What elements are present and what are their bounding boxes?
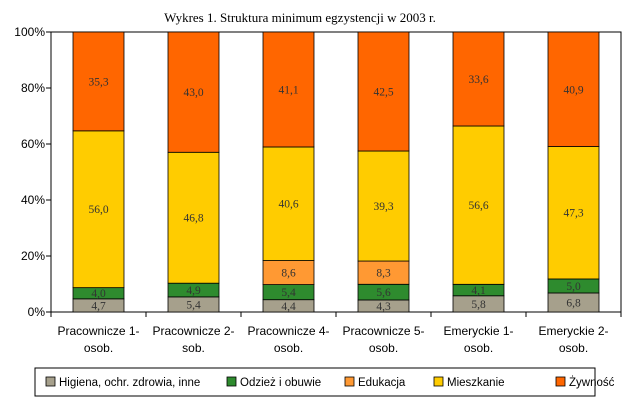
- legend-label: Edukacja: [358, 377, 406, 389]
- data-label: 43,0: [183, 87, 203, 99]
- x-category-label: Emeryckie 2- osob.: [538, 324, 608, 355]
- data-label: 8,3: [376, 268, 391, 280]
- y-tick-label: 60%: [21, 137, 45, 151]
- y-tick-label: 40%: [21, 193, 45, 207]
- data-label: 40,9: [563, 84, 583, 96]
- plot-area: 0%20%40%60%80%100%Pracownicze 1-osob.Pra…: [14, 25, 622, 355]
- chart-title: Wykres 1. Struktura minimum egzystencji …: [164, 10, 436, 25]
- bar-segment: [262, 260, 315, 285]
- bar-segment: [452, 31, 505, 127]
- bar-segment: [262, 31, 315, 148]
- legend-label: Żywność: [569, 376, 615, 389]
- plot-frame: [50, 31, 622, 313]
- bar-segment: [167, 151, 220, 284]
- bar-segment: [262, 146, 315, 261]
- legend-swatch: [45, 376, 56, 387]
- x-category-label-line: osob.: [464, 341, 493, 355]
- y-tick-label: 20%: [21, 249, 45, 263]
- data-label: 46,8: [183, 213, 203, 225]
- legend-swatch: [226, 376, 237, 387]
- x-category-label-line: osob.: [369, 341, 398, 355]
- legend-swatch: [555, 376, 566, 387]
- data-label: 5,4: [281, 287, 296, 299]
- data-label: 4,4: [281, 301, 296, 313]
- data-label: 5,6: [376, 287, 391, 299]
- data-label: 56,0: [88, 204, 108, 216]
- data-label: 6,8: [566, 297, 581, 309]
- legend-label: Mieszkanie: [447, 377, 505, 389]
- x-category-label: Emeryckie 1- osob.: [443, 324, 513, 355]
- data-label: 35,3: [88, 76, 108, 88]
- data-label: 5,0: [566, 281, 581, 293]
- legend-box: [34, 367, 596, 397]
- data-label: 40,6: [278, 199, 298, 211]
- data-label: 5,4: [186, 299, 201, 311]
- legend-label: Odzież i obuwie: [240, 377, 321, 389]
- data-label: 47,3: [563, 208, 583, 220]
- bar-segment: [357, 150, 410, 262]
- y-tick-label: 80%: [21, 81, 45, 95]
- x-category-label-line: Pracownicze 1-: [57, 324, 139, 338]
- x-category-label-line: sob.: [182, 341, 205, 355]
- bar-segment: [547, 146, 600, 280]
- data-label: 41,1: [278, 84, 298, 96]
- data-label: 4,7: [91, 300, 106, 312]
- bar-segment: [72, 130, 125, 289]
- data-label: 56,6: [468, 200, 488, 212]
- legend-label: Higiena, ochr. zdrowia, inne: [59, 377, 200, 389]
- data-label: 42,5: [373, 87, 393, 99]
- x-category-label-line: osob.: [559, 341, 588, 355]
- bar-segment: [72, 31, 125, 132]
- legend-swatch: [344, 376, 355, 387]
- data-label: 33,6: [468, 74, 488, 86]
- data-label: 4,9: [186, 285, 201, 297]
- x-category-label: Pracownicze 4- osob.: [247, 324, 329, 355]
- x-category-label-line: osob.: [274, 341, 303, 355]
- data-label: 8,6: [281, 268, 296, 280]
- x-category-label: Pracownicze 1- osob.: [57, 324, 139, 355]
- data-label: 4,0: [91, 288, 106, 300]
- data-label: 4,1: [471, 285, 486, 297]
- legend-swatch: [433, 376, 444, 387]
- data-label: 5,8: [471, 299, 486, 311]
- x-category-label-line: Emeryckie 1-: [443, 324, 513, 338]
- x-category-label-line: Pracownicze 2-: [152, 324, 234, 338]
- x-category-label: Pracownicze 2- sob.: [152, 324, 234, 355]
- x-category-label-line: osob.: [84, 341, 113, 355]
- data-label: 39,3: [373, 201, 393, 213]
- x-category-label-line: Pracownicze 4-: [247, 324, 329, 338]
- data-label: 4,3: [376, 301, 391, 313]
- bar-segment: [452, 125, 505, 285]
- legend: Higiena, ochr. zdrowia, inne Odzież i obu…: [34, 367, 615, 397]
- x-category-label-line: Emeryckie 2-: [538, 324, 608, 338]
- x-category-label: Pracownicze 5- osob.: [342, 324, 424, 355]
- y-tick-label: 0%: [28, 305, 46, 319]
- y-tick-label: 100%: [14, 25, 45, 39]
- bar-segment: [547, 31, 600, 147]
- bar-segment: [357, 31, 410, 152]
- bar-segment: [167, 31, 220, 153]
- x-category-label-line: Pracownicze 5-: [342, 324, 424, 338]
